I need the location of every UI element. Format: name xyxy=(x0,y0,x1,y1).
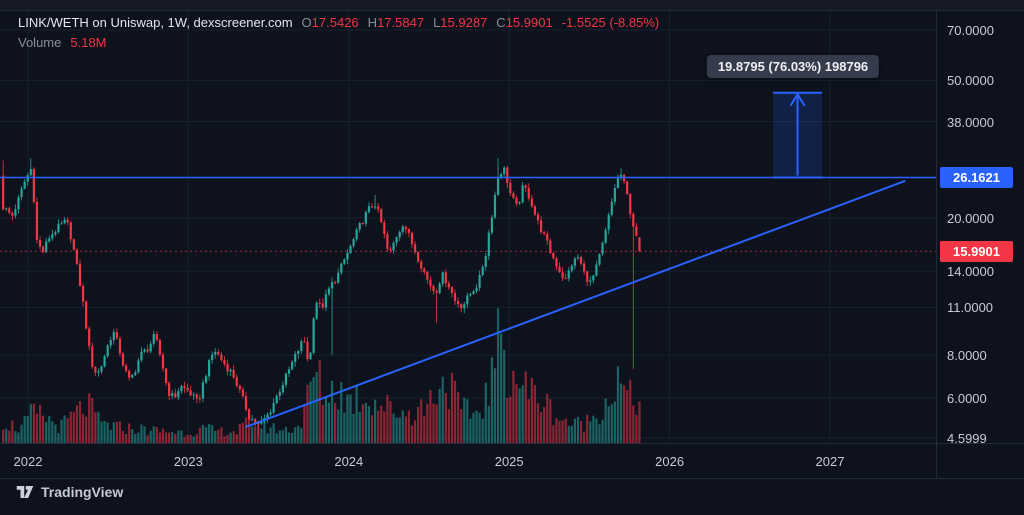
tradingview-logo-text: TradingView xyxy=(41,484,124,500)
high-label: H xyxy=(367,15,378,30)
ohlc-open: O17.5426 xyxy=(302,15,359,30)
close-value: 15.9901 xyxy=(505,15,553,30)
ohlc-low: L15.9287 xyxy=(433,15,487,30)
price-tag-resistance: 26.1621 xyxy=(940,167,1013,189)
price-tick-label: 4.5999 xyxy=(947,431,987,447)
year-label: 2026 xyxy=(655,454,685,469)
tradingview-branding[interactable]: TradingView xyxy=(16,484,123,500)
ohlc-close: C15.9901 xyxy=(496,15,552,30)
price-tick-label: 50.0000 xyxy=(947,73,994,89)
symbol-title[interactable]: LINK/WETH on Uniswap, 1W, dexscreener.co… xyxy=(18,15,293,30)
volume-value: 5.18M xyxy=(70,35,107,50)
legend-row-volume: Volume 5.18M xyxy=(18,35,659,50)
year-label: 2025 xyxy=(494,454,524,469)
price-axis-separator xyxy=(936,10,937,478)
price-tick-label: 38.0000 xyxy=(947,114,994,130)
year-label: 2027 xyxy=(815,454,845,469)
price-tick-label: 20.0000 xyxy=(947,210,994,226)
price-tick-label: 8.0000 xyxy=(947,348,987,364)
price-tick-label: 6.0000 xyxy=(947,391,987,407)
open-value: 17.5426 xyxy=(311,15,359,30)
year-label: 2023 xyxy=(173,454,203,469)
price-tick-label: 14.0000 xyxy=(947,264,994,280)
open-label: O xyxy=(301,15,312,30)
chart-legend: LINK/WETH on Uniswap, 1W, dexscreener.co… xyxy=(18,15,659,50)
tradingview-logo-icon xyxy=(16,486,34,498)
pane-top-border xyxy=(0,0,1024,11)
measure-tooltip: 19.8795 (76.03%) 198796 xyxy=(706,55,880,78)
volume-label: Volume xyxy=(18,35,62,50)
high-value: 17.5847 xyxy=(377,15,425,30)
change-value: -1.5525 (-8.85%) xyxy=(561,15,660,30)
price-tick-label: 11.0000 xyxy=(947,300,994,316)
close-label: C xyxy=(496,15,506,30)
low-value: 15.9287 xyxy=(440,15,488,30)
legend-row-ohlc: LINK/WETH on Uniswap, 1W, dexscreener.co… xyxy=(18,15,659,30)
branding-separator xyxy=(0,478,1024,479)
ohlc-high: H17.5847 xyxy=(368,15,424,30)
low-label: L xyxy=(433,15,441,30)
price-tag-last-price: 15.9901 xyxy=(940,240,1013,262)
price-tick-label: 70.0000 xyxy=(947,22,994,38)
year-label: 2022 xyxy=(13,454,43,469)
year-label: 2024 xyxy=(334,454,364,469)
time-axis-separator xyxy=(0,443,1024,444)
